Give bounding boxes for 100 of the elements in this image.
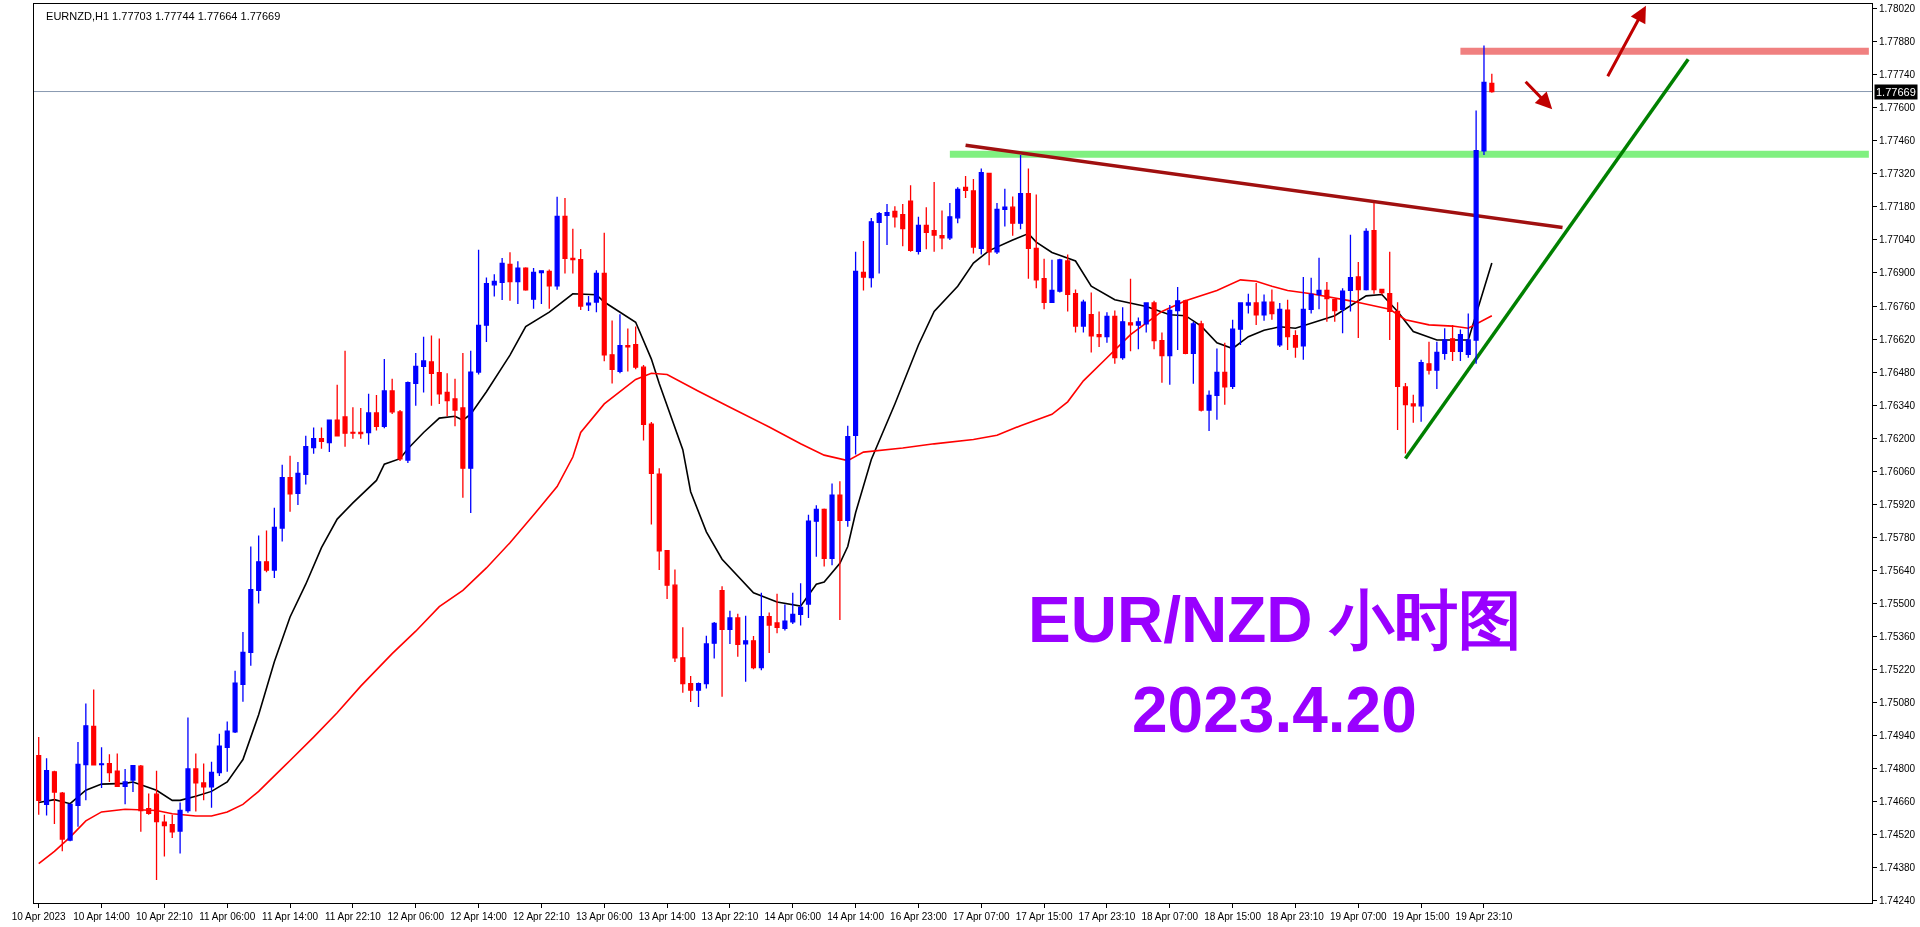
candlestick [1025,167,1031,280]
candlestick [1261,293,1267,322]
candlestick [782,603,788,632]
candlestick [216,733,222,777]
candlestick [1465,312,1471,359]
x-tick-label: 13 Apr 06:00 [575,911,634,922]
x-tick-label: 10 Apr 22:10 [136,911,194,922]
candlestick [1120,306,1126,361]
candlestick [766,611,772,654]
candlestick [515,260,521,305]
x-tick-label: 18 Apr 23:10 [1267,911,1325,922]
y-tick-label: 1.74800 [1879,763,1916,774]
candlestick [625,327,631,373]
candlestick [1206,389,1212,432]
candlestick [318,426,325,450]
y-tick-label: 1.77740 [1879,69,1916,81]
candlestick [491,273,497,298]
candlestick [845,425,851,528]
candlestick [1340,287,1346,334]
candlestick [1269,288,1275,321]
candlestick [908,184,914,253]
y-tick-label: 1.74660 [1879,796,1916,808]
y-tick-label: 1.77180 [1879,201,1916,213]
candlestick [617,313,623,374]
x-tick-label: 13 Apr 22:10 [701,911,759,922]
candlestick [695,681,702,708]
candlestick [106,753,112,783]
candlestick [813,504,819,558]
candlestick [468,350,474,514]
candlestick [829,482,835,566]
candlestick [67,803,73,842]
candlestick [530,267,537,310]
candlestick [1253,282,1259,326]
candlestick [1292,329,1299,359]
candlestick [633,325,639,370]
x-tick-label: 18 Apr 15:00 [1204,911,1262,922]
candlestick [1434,341,1440,390]
candlestick [405,380,411,464]
x-tick-label: 12 Apr 22:10 [513,911,571,922]
candlestick [59,791,65,852]
x-tick-label: 12 Apr 06:00 [387,911,445,922]
y-tick-label: 1.76900 [1879,267,1916,279]
candlestick [1167,304,1173,386]
candlestick [1277,302,1283,348]
candlestick [1442,327,1448,361]
candlestick [1300,276,1306,361]
candlestick [1426,341,1432,376]
candlestick [994,202,1000,255]
y-tick-label: 1.76760 [1879,300,1916,312]
candlestick [578,248,584,311]
candlestick [130,764,136,793]
candlestick [1332,299,1338,323]
y-tick-label: 1.75500 [1879,597,1916,609]
candlestick [915,216,922,256]
y-tick-label: 1.75360 [1879,630,1916,642]
candlestick [790,592,796,625]
candlestick [1316,257,1322,310]
candlestick [884,203,890,246]
candlestick [743,615,749,683]
candlestick [656,467,662,571]
y-tick-label: 1.74240 [1879,895,1916,907]
candlestick [821,507,827,568]
y-tick-label: 1.75220 [1879,663,1916,675]
candlestick [1033,193,1039,289]
candlestick [562,197,568,275]
x-tick-label: 19 Apr 15:00 [1392,911,1450,922]
candlestick [1135,316,1141,350]
candlestick [373,394,380,432]
candlestick [1198,320,1204,413]
candlestick [978,167,984,256]
candlestick [1245,293,1251,315]
x-tick-label: 12 Apr 14:00 [450,911,508,922]
candlestick [1230,319,1236,390]
candlestick [91,688,97,766]
candlestick [868,217,874,289]
candlestick [232,670,238,734]
candlestick [837,480,843,621]
candlestick [1457,328,1463,362]
y-tick-label: 1.76060 [1879,465,1916,477]
candlestick [1473,109,1479,365]
candlestick [311,426,317,455]
candlestick [947,202,953,241]
candlestick [1041,258,1047,310]
x-tick-label: 17 Apr 15:00 [1015,911,1073,922]
candlestick [1237,301,1244,346]
candlestick [326,419,332,453]
candlestick [114,752,120,788]
candlestick [1410,394,1416,424]
y-tick-label: 1.77460 [1879,135,1916,147]
candlestick [36,736,42,816]
candlestick [609,319,615,385]
x-tick-label: 11 Apr 06:00 [199,911,256,922]
candlestick [1057,258,1063,294]
candlestick [546,268,552,310]
candlestick [460,352,466,499]
x-tick-label: 11 Apr 14:00 [262,911,319,922]
candlestick [1088,291,1094,354]
candlestick [774,593,780,634]
candlestick [939,209,945,250]
candlestick [798,582,804,627]
